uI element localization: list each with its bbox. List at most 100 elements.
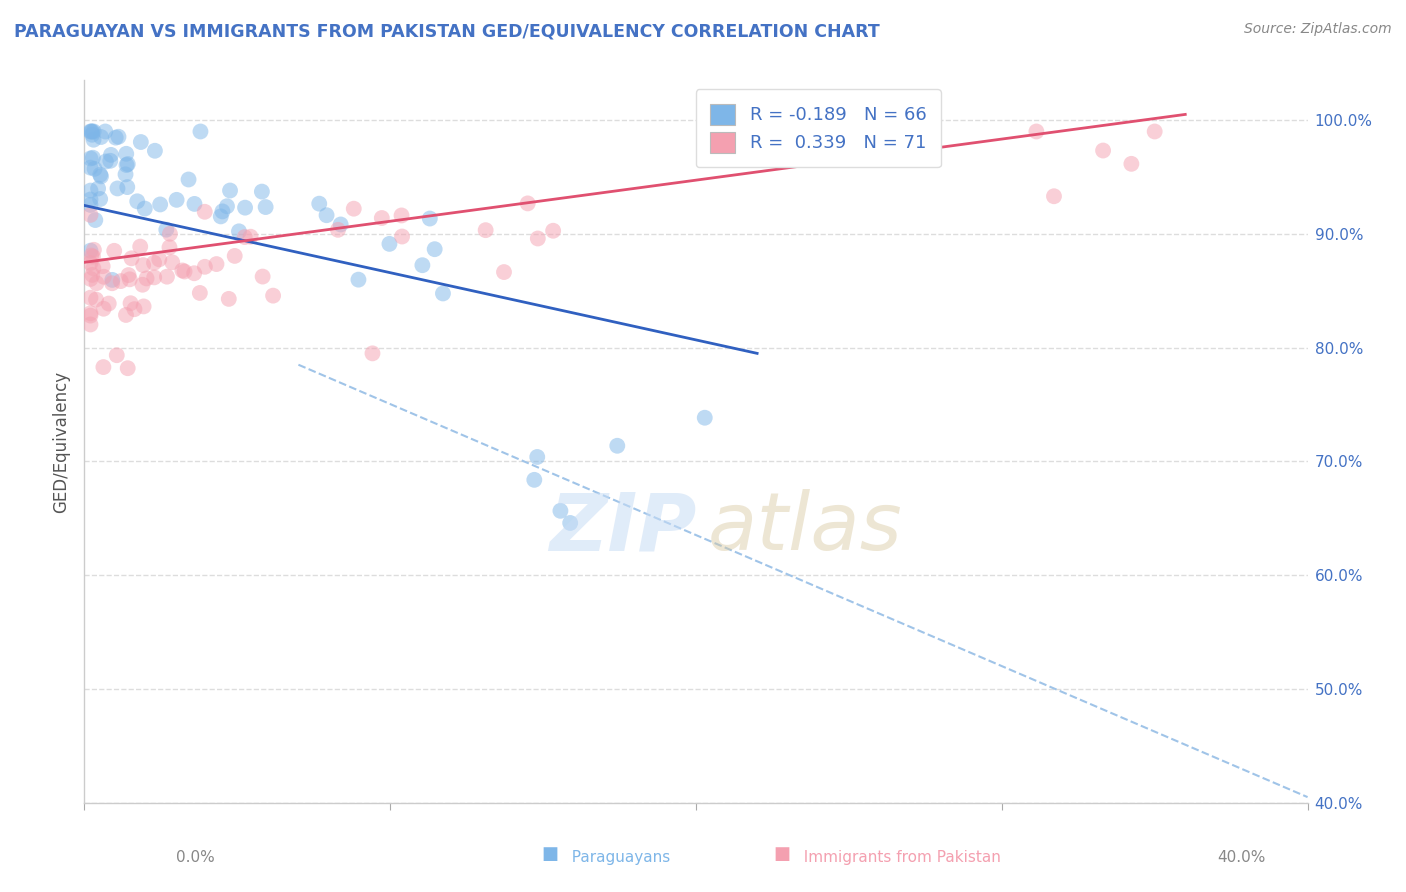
Point	[132, 300, 155, 314]
Point	[79, 198, 101, 212]
Point	[250, 185, 273, 199]
Text: Paraguayans: Paraguayans	[562, 850, 671, 865]
Point	[107, 129, 129, 144]
Point	[526, 450, 548, 464]
Point	[211, 204, 233, 219]
Point	[94, 124, 117, 138]
Point	[155, 222, 177, 236]
Point	[132, 258, 155, 272]
Point	[80, 249, 103, 263]
Point	[233, 230, 256, 244]
Point	[82, 128, 104, 142]
Point	[90, 130, 112, 145]
Point	[115, 146, 138, 161]
Point	[254, 200, 277, 214]
Point	[101, 273, 124, 287]
Point	[89, 168, 111, 182]
Point	[1025, 124, 1047, 138]
Point	[100, 148, 122, 162]
Point	[105, 348, 128, 362]
Point	[329, 218, 352, 232]
Point	[107, 181, 129, 195]
Point	[190, 124, 212, 138]
Point	[228, 224, 250, 238]
Point	[134, 202, 156, 216]
Point	[82, 250, 104, 264]
Point	[492, 265, 515, 279]
Point	[239, 229, 262, 244]
Point	[101, 277, 124, 291]
Point	[361, 346, 384, 360]
Point	[474, 223, 496, 237]
Point	[94, 154, 117, 169]
Point	[82, 151, 104, 165]
Point	[326, 223, 349, 237]
Point	[127, 194, 149, 209]
Text: PARAGUAYAN VS IMMIGRANTS FROM PAKISTAN GED/EQUIVALENCY CORRELATION CHART: PARAGUAYAN VS IMMIGRANTS FROM PAKISTAN G…	[14, 22, 880, 40]
Point	[541, 224, 564, 238]
Point	[411, 258, 433, 272]
Legend: R = -0.189   N = 66, R =  0.339   N = 71: R = -0.189 N = 66, R = 0.339 N = 71	[696, 89, 941, 167]
Point	[693, 410, 716, 425]
Point	[391, 209, 413, 223]
Point	[84, 213, 107, 227]
Point	[79, 306, 101, 320]
Point	[159, 240, 181, 254]
Point	[159, 227, 181, 241]
Point	[87, 181, 110, 195]
Point	[143, 256, 166, 270]
Point	[527, 231, 550, 245]
Point	[93, 301, 115, 316]
Point	[129, 135, 152, 149]
Point	[419, 211, 441, 226]
Text: ZIP: ZIP	[548, 489, 696, 567]
Point	[120, 296, 142, 310]
Point	[160, 255, 183, 269]
Point	[343, 202, 366, 216]
Point	[82, 268, 104, 282]
Point	[156, 269, 179, 284]
Point	[143, 270, 166, 285]
Point	[79, 208, 101, 222]
Text: 40.0%: 40.0%	[1218, 850, 1265, 865]
Point	[183, 266, 205, 280]
Point	[79, 184, 101, 198]
Point	[432, 286, 454, 301]
Point	[91, 259, 114, 273]
Point	[115, 158, 138, 172]
Point	[183, 197, 205, 211]
Point	[79, 272, 101, 286]
Point	[118, 272, 141, 286]
Point	[82, 124, 104, 138]
Point	[1121, 157, 1143, 171]
Point	[79, 124, 101, 138]
Point	[83, 161, 105, 176]
Point	[86, 276, 108, 290]
Point	[423, 242, 446, 256]
Point	[97, 296, 120, 310]
Point	[79, 193, 101, 207]
Point	[1143, 124, 1166, 138]
Point	[143, 144, 166, 158]
Point	[166, 193, 188, 207]
Point	[83, 133, 105, 147]
Point	[172, 263, 194, 277]
Point	[233, 201, 256, 215]
Point	[378, 236, 401, 251]
Point	[115, 308, 138, 322]
Point	[84, 293, 107, 307]
Point	[121, 252, 143, 266]
Point	[98, 153, 121, 168]
Point	[148, 252, 170, 267]
Point	[80, 124, 103, 138]
Point	[262, 288, 284, 302]
Point	[83, 243, 105, 257]
Point	[550, 504, 572, 518]
Point	[90, 169, 112, 184]
Point	[103, 244, 125, 258]
Text: atlas: atlas	[709, 489, 903, 567]
Point	[117, 268, 139, 282]
Point	[205, 257, 228, 271]
Point	[315, 208, 337, 222]
Point	[218, 292, 240, 306]
